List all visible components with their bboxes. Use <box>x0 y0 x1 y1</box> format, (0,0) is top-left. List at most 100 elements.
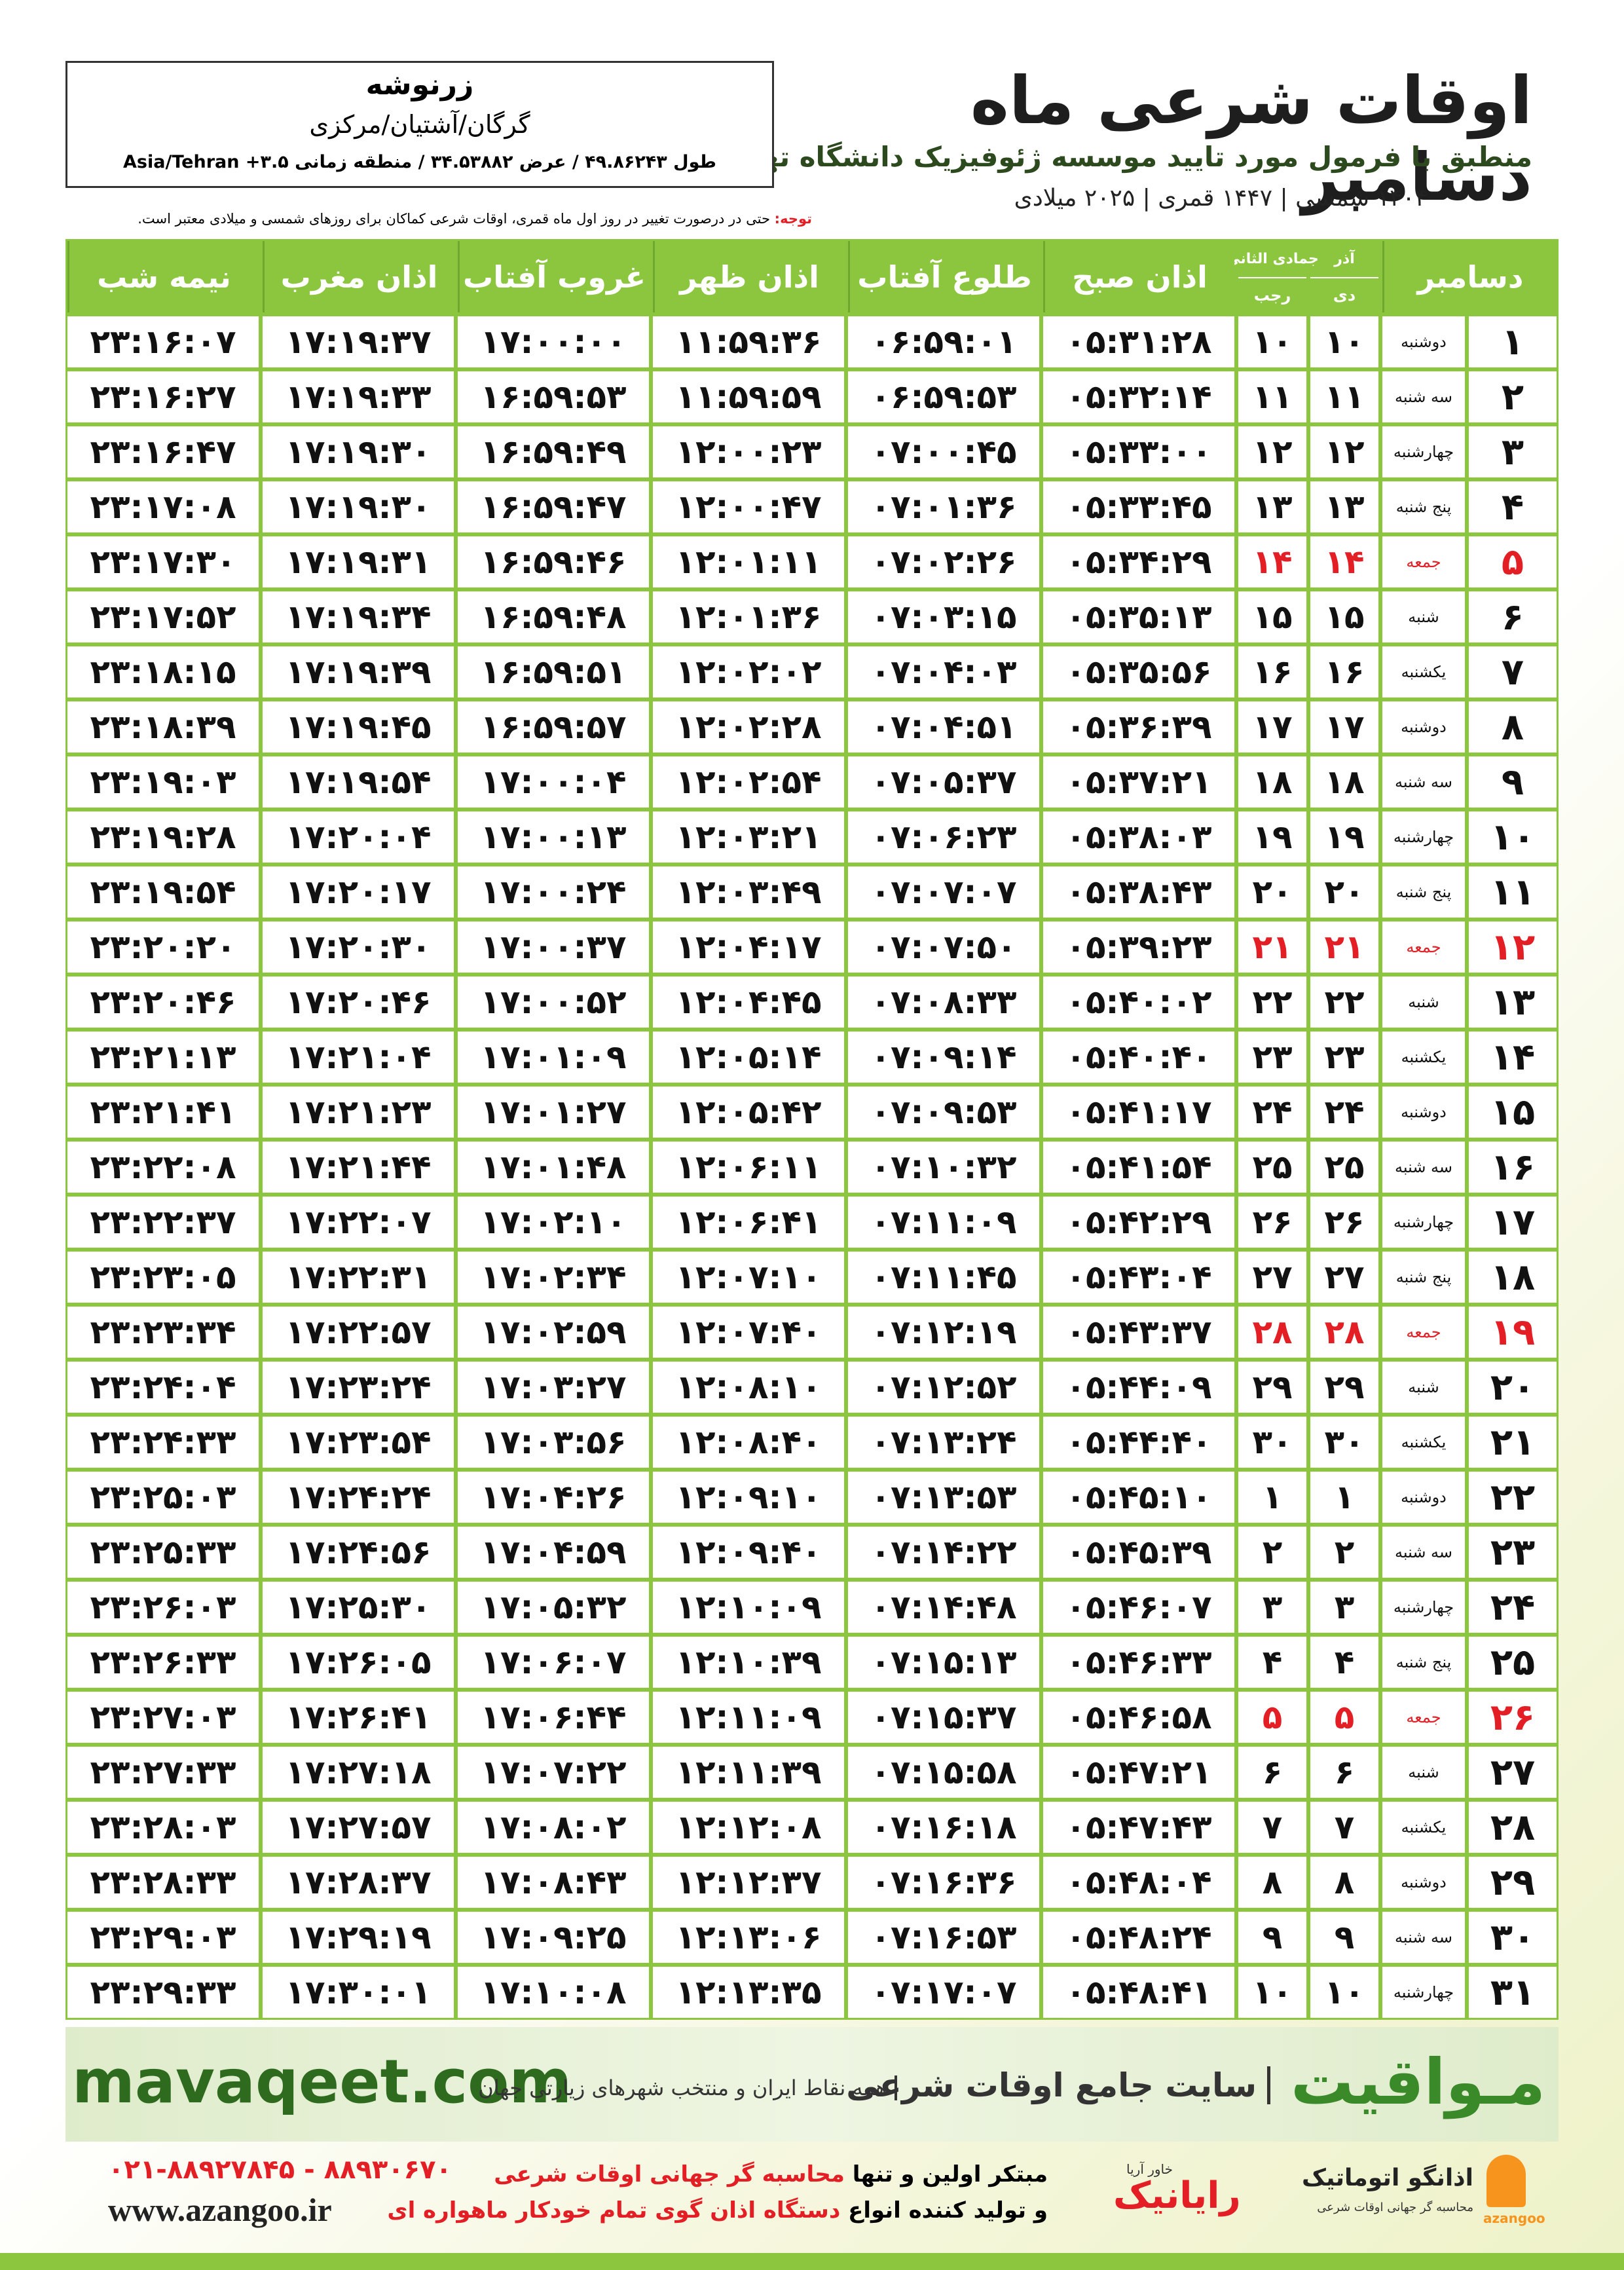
prayer-time: ۰۷:۰۹:۵۳ <box>848 1087 1039 1138</box>
day-number: ۵ <box>1469 536 1557 587</box>
prayer-time: ۰۵:۳۷:۲۱ <box>1043 756 1234 808</box>
prayer-time: ۱۷:۲۴:۲۴ <box>263 1472 454 1523</box>
prayer-table: دسامبر آذر دی جمادی الثانی رجب اذان صبح طلوع آ… <box>65 239 1559 2020</box>
prayer-time: ۱۲:۰۹:۴۰ <box>653 1527 844 1578</box>
prayer-time: ۱۷:۲۲:۵۷ <box>263 1307 454 1358</box>
prayer-time: ۲۳:۲۱:۴۱ <box>67 1087 259 1138</box>
prayer-time: ۱۷:۲۱:۰۴ <box>263 1032 454 1083</box>
prayer-time: ۱۷:۲۰:۴۶ <box>263 977 454 1028</box>
solar-day: ۳ <box>1310 1582 1378 1633</box>
title: اوقات شرعی ماه دسامبر <box>970 62 1532 215</box>
prayer-time: ۱۷:۲۸:۳۷ <box>263 1857 454 1908</box>
line2-text: و تولید کننده انواع <box>848 2197 1048 2223</box>
prayer-time: ۲۳:۱۶:۴۷ <box>67 426 259 477</box>
logo2-icon <box>1486 2155 1526 2207</box>
note-text: حتی در درصورت تغییر در روز اول ماه قمری،… <box>138 211 770 227</box>
weekday: جمعه <box>1382 921 1465 973</box>
location-region: گرگان/آشتیان/مرکزی <box>309 110 530 139</box>
weekday: دوشنبه <box>1382 1087 1465 1138</box>
bottom-stripe <box>0 2253 1624 2270</box>
lunar-day: ۱۲ <box>1238 426 1306 477</box>
prayer-time: ۲۳:۲۴:۰۴ <box>67 1362 259 1413</box>
prayer-time: ۰۷:۰۹:۱۴ <box>848 1032 1039 1083</box>
weekday: پنج شنبه <box>1382 866 1465 918</box>
years: ۱۴۰۴ شمسی | ۱۴۴۷ قمری | ۲۰۲۵ میلادی <box>1014 185 1428 212</box>
weekday: چهارشنبه <box>1382 1197 1465 1248</box>
lunar-day: ۲۲ <box>1238 977 1306 1028</box>
prayer-time: ۱۷:۲۳:۵۴ <box>263 1417 454 1468</box>
prayer-time: ۱۷:۲۹:۱۹ <box>263 1912 454 1963</box>
column-header: اذان صبح <box>1043 241 1234 312</box>
prayer-time: ۱۷:۰۵:۳۲ <box>458 1582 649 1633</box>
prayer-time: ۱۷:۱۹:۴۵ <box>263 701 454 753</box>
prayer-time: ۱۲:۰۹:۱۰ <box>653 1472 844 1523</box>
prayer-time: ۱۷:۰۲:۳۴ <box>458 1252 649 1303</box>
prayer-time: ۰۷:۱۰:۳۲ <box>848 1142 1039 1193</box>
location-box: زرنوشه گرگان/آشتیان/مرکزی طول ۴۹.۸۶۲۴۳ /… <box>65 61 774 188</box>
prayer-time: ۱۷:۰۹:۲۵ <box>458 1912 649 1963</box>
prayer-time: ۰۵:۴۳:۳۷ <box>1043 1307 1234 1358</box>
lunar-day: ۱۱ <box>1238 371 1306 422</box>
prayer-time: ۱۲:۰۲:۰۲ <box>653 646 844 698</box>
column-header-top: جمادی الثانی <box>1226 241 1319 277</box>
column-header: طلوع آفتاب <box>848 241 1039 312</box>
prayer-time: ۰۷:۱۳:۲۴ <box>848 1417 1039 1468</box>
prayer-time: ۰۷:۱۱:۰۹ <box>848 1197 1039 1248</box>
prayer-time: ۲۳:۲۴:۳۳ <box>67 1417 259 1468</box>
prayer-time: ۱۷:۰۰:۲۴ <box>458 866 649 918</box>
prayer-time: ۱۷:۱۹:۳۹ <box>263 646 454 698</box>
solar-day: ۱۲ <box>1310 426 1378 477</box>
prayer-time: ۰۷:۰۲:۲۶ <box>848 536 1039 587</box>
prayer-time: ۱۷:۰۸:۰۲ <box>458 1802 649 1853</box>
prayer-time: ۲۳:۲۱:۱۳ <box>67 1032 259 1083</box>
lunar-day: ۲۴ <box>1238 1087 1306 1138</box>
prayer-time: ۰۵:۴۶:۵۸ <box>1043 1692 1234 1743</box>
day-number: ۲۶ <box>1469 1692 1557 1743</box>
prayer-time: ۱۷:۰۲:۱۰ <box>458 1197 649 1248</box>
prayer-time: ۱۷:۰۶:۰۷ <box>458 1637 649 1688</box>
location-coords: طول ۴۹.۸۶۲۴۳ / عرض ۳۴.۵۳۸۸۲ / منطقه زمان… <box>123 152 716 172</box>
prayer-time: ۱۲:۰۱:۳۶ <box>653 591 844 642</box>
prayer-time: ۲۳:۱۶:۲۷ <box>67 371 259 422</box>
prayer-time: ۰۵:۳۵:۵۶ <box>1043 646 1234 698</box>
day-number: ۱۵ <box>1469 1087 1557 1138</box>
lunar-day: ۳ <box>1238 1582 1306 1633</box>
prayer-time: ۰۵:۳۵:۱۳ <box>1043 591 1234 642</box>
prayer-time: ۱۷:۲۵:۳۰ <box>263 1582 454 1633</box>
weekday: چهارشنبه <box>1382 1582 1465 1633</box>
prayer-time: ۱۷:۰۴:۵۹ <box>458 1527 649 1578</box>
prayer-time: ۱۲:۱۱:۳۹ <box>653 1747 844 1798</box>
solar-day: ۱۴ <box>1310 536 1378 587</box>
day-number: ۱۲ <box>1469 921 1557 973</box>
lunar-day: ۲۱ <box>1238 921 1306 973</box>
prayer-time: ۰۷:۰۴:۵۱ <box>848 701 1039 753</box>
weekday: یکشنبه <box>1382 646 1465 698</box>
prayer-time: ۱۷:۰۰:۱۳ <box>458 811 649 863</box>
solar-day: ۴ <box>1310 1637 1378 1688</box>
weekday: سه شنبه <box>1382 756 1465 808</box>
prayer-time: ۱۶:۵۹:۵۳ <box>458 371 649 422</box>
day-number: ۳ <box>1469 426 1557 477</box>
prayer-time: ۰۶:۵۹:۰۱ <box>848 316 1039 367</box>
day-number: ۱۳ <box>1469 977 1557 1028</box>
solar-day: ۱۸ <box>1310 756 1378 808</box>
prayer-time: ۱۲:۱۱:۰۹ <box>653 1692 844 1743</box>
lunar-day: ۲۸ <box>1238 1307 1306 1358</box>
prayer-time: ۱۲:۰۱:۱۱ <box>653 536 844 587</box>
prayer-time: ۲۳:۲۲:۰۸ <box>67 1142 259 1193</box>
day-number: ۳۰ <box>1469 1912 1557 1963</box>
prayer-time: ۰۵:۴۵:۱۰ <box>1043 1472 1234 1523</box>
lunar-day: ۱۰ <box>1238 316 1306 367</box>
weekday: شنبه <box>1382 1362 1465 1413</box>
prayer-time: ۰۵:۳۶:۳۹ <box>1043 701 1234 753</box>
line2-highlight: دستگاه اذان گوی تمام خودکار ماهواره ای <box>387 2197 841 2223</box>
prayer-time: ۰۵:۴۶:۰۷ <box>1043 1582 1234 1633</box>
weekday: جمعه <box>1382 536 1465 587</box>
day-number: ۲۴ <box>1469 1582 1557 1633</box>
day-number: ۲۱ <box>1469 1417 1557 1468</box>
prayer-time: ۰۵:۴۳:۰۴ <box>1043 1252 1234 1303</box>
line1-highlight: محاسبه گر جهانی اوقات شرعی <box>494 2161 845 2187</box>
prayer-time: ۰۵:۴۰:۰۲ <box>1043 977 1234 1028</box>
prayer-time: ۲۳:۱۹:۲۸ <box>67 811 259 863</box>
